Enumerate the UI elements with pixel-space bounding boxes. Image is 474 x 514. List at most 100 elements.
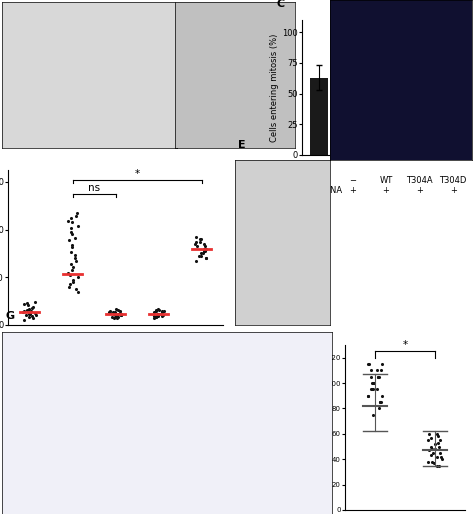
Point — [22, 311, 29, 320]
Point — [118, 311, 125, 320]
Text: ns: ns — [88, 183, 100, 193]
Point — [373, 386, 381, 394]
Point — [158, 308, 166, 317]
Point — [155, 306, 163, 314]
Point — [105, 308, 113, 317]
Point — [368, 366, 375, 375]
Text: PP2Ac: PP2Ac — [1, 339, 27, 348]
Point — [72, 256, 80, 265]
Point — [191, 240, 199, 248]
Point — [154, 309, 162, 318]
Point — [65, 236, 73, 245]
Point — [373, 366, 380, 375]
Point — [201, 247, 208, 255]
Point — [74, 273, 82, 282]
Point — [375, 405, 383, 413]
Point — [27, 306, 35, 315]
Point — [424, 457, 432, 466]
Text: *: * — [400, 29, 405, 39]
Point — [201, 242, 209, 250]
Point — [67, 224, 74, 232]
Point — [199, 249, 207, 258]
Point — [74, 222, 82, 230]
Point — [66, 271, 73, 279]
Point — [114, 310, 122, 318]
Text: −: − — [315, 186, 322, 195]
Point — [26, 309, 34, 318]
Point — [365, 360, 372, 368]
Text: G: G — [5, 311, 14, 321]
Point — [377, 398, 385, 406]
Point — [111, 315, 118, 323]
Point — [31, 298, 38, 306]
Point — [72, 234, 79, 242]
Point — [26, 308, 33, 317]
Point — [431, 445, 439, 453]
Y-axis label: Relative TP02 intensity
at telophase bridge
normalized to tubulin: Relative TP02 intensity at telophase bri… — [305, 388, 326, 468]
Point — [109, 308, 117, 316]
Point — [437, 453, 445, 461]
Point — [376, 398, 384, 406]
Bar — [343, 40, 362, 155]
Point — [374, 373, 382, 381]
Bar — [410, 141, 429, 155]
Point — [435, 443, 442, 451]
Point — [64, 268, 72, 277]
Point — [196, 235, 203, 243]
Point — [193, 242, 201, 250]
Point — [158, 307, 166, 316]
Point — [30, 302, 37, 310]
Point — [72, 212, 80, 221]
Text: PP2Ac siRNA: PP2Ac siRNA — [1, 347, 55, 357]
Point — [150, 315, 157, 323]
Point — [192, 237, 200, 246]
Point — [197, 252, 204, 260]
Point — [202, 254, 210, 262]
Point — [425, 446, 433, 454]
Point — [19, 308, 27, 316]
Text: −: − — [315, 176, 322, 185]
Point — [368, 379, 376, 387]
Bar — [444, 85, 462, 155]
Point — [32, 311, 39, 319]
Point — [428, 443, 435, 451]
Point — [70, 276, 77, 284]
Point — [118, 310, 125, 318]
Point — [157, 309, 164, 318]
Point — [20, 300, 27, 308]
Point — [369, 379, 377, 387]
Text: *: * — [135, 169, 139, 179]
Point — [158, 312, 166, 320]
Text: +: + — [416, 186, 423, 195]
Point — [425, 430, 433, 438]
Point — [431, 440, 438, 448]
Text: −: − — [69, 339, 76, 348]
Point — [371, 379, 378, 387]
Point — [367, 373, 375, 381]
Text: −: − — [349, 176, 356, 185]
Text: +: + — [112, 347, 119, 357]
Point — [68, 241, 76, 249]
Point — [111, 313, 118, 321]
Point — [68, 266, 76, 274]
Point — [107, 307, 114, 316]
Text: WT: WT — [379, 176, 392, 185]
Point — [428, 457, 436, 466]
Point — [31, 309, 39, 317]
Point — [113, 312, 121, 320]
Text: +: + — [198, 347, 205, 357]
Point — [29, 315, 37, 323]
Point — [150, 308, 158, 317]
Text: +: + — [69, 347, 76, 357]
Point — [160, 311, 167, 319]
Point — [112, 311, 119, 319]
Point — [433, 462, 441, 470]
Point — [364, 392, 372, 400]
Point — [158, 311, 165, 319]
Point — [434, 432, 442, 440]
Text: +: + — [450, 186, 456, 195]
Point — [374, 373, 382, 381]
Point — [67, 214, 74, 222]
Point — [152, 313, 160, 321]
Point — [68, 228, 75, 236]
